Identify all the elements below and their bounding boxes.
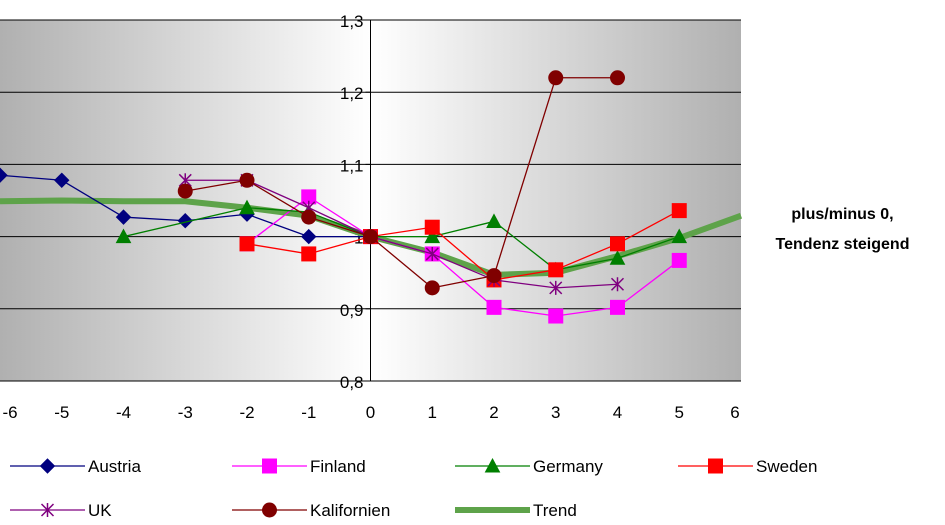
data-point xyxy=(610,70,625,86)
legend-label: Sweden xyxy=(756,457,817,476)
data-point xyxy=(610,299,625,315)
y-tick-labels: 0,8 0,9 1 1,1 1,2 1,3 xyxy=(340,12,364,392)
legend-marker xyxy=(708,458,723,474)
x-tick-label: -5 xyxy=(54,403,69,422)
legend-marker xyxy=(39,458,56,474)
legend-item-uk: UK xyxy=(10,501,112,520)
x-tick-label: -1 xyxy=(301,403,316,422)
series-layer xyxy=(0,70,743,324)
x-tick-labels: -6 -5 -4 -3 -2 -1 0 1 2 3 4 5 6 xyxy=(2,403,739,422)
legend-marker xyxy=(262,458,277,474)
legend-label: Austria xyxy=(88,457,141,476)
data-point xyxy=(610,236,625,252)
data-point xyxy=(671,252,687,268)
data-point xyxy=(671,203,687,219)
legend-label: Kalifornien xyxy=(310,501,390,520)
data-point xyxy=(0,167,8,183)
legend-label: UK xyxy=(88,501,112,520)
data-point xyxy=(671,228,688,244)
data-point xyxy=(54,172,70,188)
data-point xyxy=(486,268,502,284)
annotation-line-2: Tendenz steigend xyxy=(775,236,910,253)
x-tick-label: 2 xyxy=(489,403,498,422)
legend-item-finland: Finland xyxy=(232,457,366,476)
data-point xyxy=(239,199,255,215)
x-tick-label: -2 xyxy=(239,403,254,422)
data-point xyxy=(239,172,255,188)
legend-item-austria: Austria xyxy=(10,457,141,476)
x-tick-label: -3 xyxy=(178,403,193,422)
y-tick-label: 1 xyxy=(354,229,363,248)
data-point xyxy=(548,70,564,86)
series-sweden xyxy=(239,203,687,288)
x-tick-label: 3 xyxy=(551,403,560,422)
y-tick-label: 1,1 xyxy=(340,156,364,175)
y-tick-label: 1,2 xyxy=(340,84,364,103)
x-tick-label: 0 xyxy=(366,403,375,422)
series-line xyxy=(185,77,618,289)
x-tick-label: 1 xyxy=(428,403,437,422)
series-line xyxy=(246,210,680,281)
data-point xyxy=(486,299,502,315)
legend-label: Germany xyxy=(533,457,603,476)
x-tick-label: 5 xyxy=(675,403,684,422)
data-point xyxy=(301,228,317,245)
annotation: plus/minus 0, Tendenz steigend xyxy=(740,200,945,260)
x-tick-label: 4 xyxy=(613,403,622,422)
data-point xyxy=(548,308,564,324)
data-point xyxy=(177,183,193,199)
series-kalifornien xyxy=(177,70,625,296)
data-point xyxy=(239,236,255,252)
legend-marker xyxy=(484,457,501,473)
data-point xyxy=(486,213,502,228)
y-tick-label: 0,8 xyxy=(340,373,364,392)
legend-label: Trend xyxy=(533,501,577,520)
legend: Austria Finland Germany Sweden UK Kalifornien… xyxy=(10,457,817,520)
legend-marker xyxy=(40,503,55,517)
annotation-line-1: plus/minus 0, xyxy=(791,206,894,223)
data-point xyxy=(424,228,441,244)
y-tick-label: 0,9 xyxy=(340,301,364,320)
data-point xyxy=(424,219,440,235)
data-point xyxy=(301,209,317,225)
x-tick-label: 6 xyxy=(730,403,739,422)
data-point xyxy=(549,280,563,295)
data-point xyxy=(177,213,193,229)
legend-item-trend: Trend xyxy=(455,501,577,520)
legend-item-germany: Germany xyxy=(455,457,603,476)
data-point xyxy=(610,277,625,292)
data-point xyxy=(609,250,626,265)
data-point xyxy=(301,246,317,262)
legend-label: Finland xyxy=(310,457,366,476)
data-point xyxy=(363,229,378,245)
legend-marker xyxy=(262,502,277,518)
series-line xyxy=(246,196,680,317)
x-tick-label: -4 xyxy=(116,403,131,422)
y-tick-label: 1,3 xyxy=(340,12,364,31)
data-point xyxy=(115,228,132,244)
legend-item-kalifornien: Kalifornien xyxy=(232,501,390,520)
data-point xyxy=(424,280,440,296)
legend-item-sweden: Sweden xyxy=(678,457,817,476)
data-point xyxy=(425,246,439,261)
series-line xyxy=(185,179,618,289)
data-point xyxy=(115,209,132,225)
x-tick-label: -6 xyxy=(2,403,17,422)
data-point xyxy=(548,262,564,278)
